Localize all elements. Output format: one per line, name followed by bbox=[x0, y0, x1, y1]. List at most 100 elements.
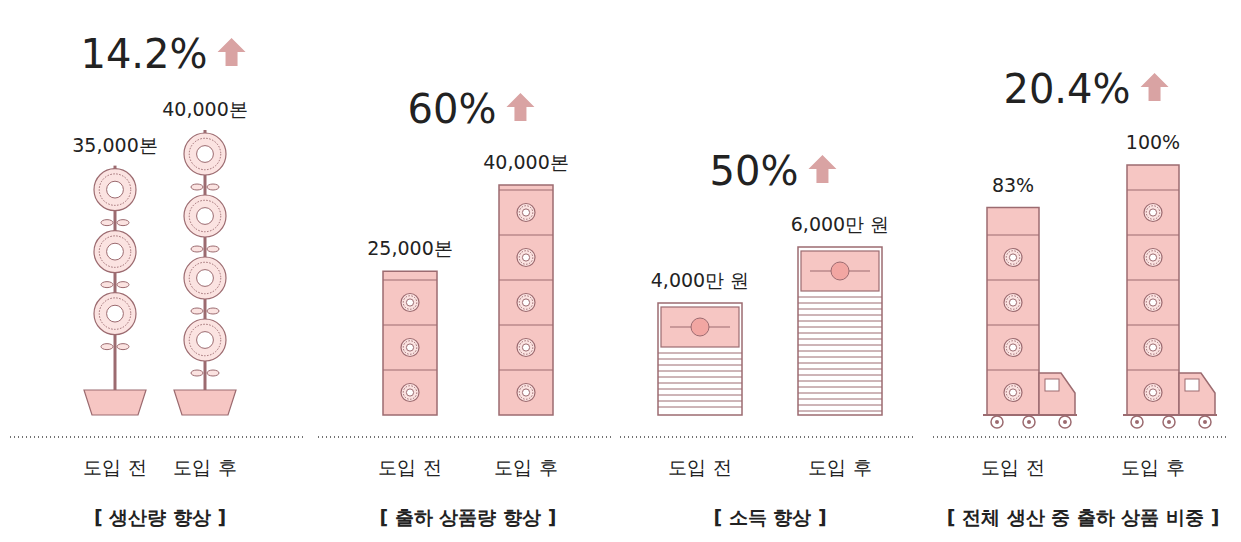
data-label: 40,000본 bbox=[483, 151, 568, 173]
flower-icon bbox=[1146, 341, 1160, 355]
panel: 25,000본도입 전40,000본도입 후[ 출하 상품량 향상 ]60% bbox=[318, 86, 613, 528]
data-label: 100% bbox=[1126, 131, 1180, 153]
category-label: 도입 전 bbox=[668, 456, 731, 478]
stack-line bbox=[658, 407, 742, 408]
flower-icon bbox=[403, 341, 417, 355]
stack-line bbox=[658, 401, 742, 402]
stack-line bbox=[798, 351, 882, 352]
bar bbox=[499, 185, 553, 415]
up-arrow bbox=[506, 93, 534, 121]
flower-icon bbox=[522, 254, 529, 261]
flower-icon bbox=[1004, 294, 1022, 312]
panel-title: [ 출하 상품량 향상 ] bbox=[380, 506, 557, 528]
flower-icon bbox=[1146, 386, 1160, 400]
leaf bbox=[207, 246, 219, 252]
divider bbox=[499, 189, 553, 190]
pot bbox=[174, 390, 236, 415]
flower-icon bbox=[1006, 296, 1020, 310]
bar bbox=[798, 247, 882, 415]
flower-icon bbox=[406, 389, 413, 396]
leaf bbox=[101, 344, 113, 350]
flower-icon bbox=[1006, 251, 1020, 265]
bill bbox=[661, 307, 739, 347]
flower-icon bbox=[94, 169, 136, 211]
stack-line bbox=[798, 309, 882, 310]
panel: 83%도입 전100%도입 후[ 전체 생산 중 출하 상품 비중 ]20.4% bbox=[933, 66, 1228, 528]
stack-line bbox=[798, 411, 882, 412]
flower-icon bbox=[184, 133, 226, 175]
truck-wheel bbox=[1163, 416, 1175, 428]
bar-group bbox=[383, 271, 437, 415]
flower-icon bbox=[517, 384, 535, 402]
divider bbox=[1127, 324, 1179, 325]
flower-icon bbox=[522, 299, 529, 306]
flower-icon bbox=[1149, 254, 1156, 261]
flower-icon bbox=[1004, 249, 1022, 267]
data-label: 35,000본 bbox=[72, 134, 157, 156]
stack-line bbox=[658, 353, 742, 354]
stack-line bbox=[798, 387, 882, 388]
divider bbox=[1127, 189, 1179, 190]
leaf bbox=[207, 308, 219, 314]
divider bbox=[383, 369, 437, 370]
bar-group bbox=[983, 208, 1077, 429]
truck-wheel bbox=[991, 416, 1003, 428]
flower-icon bbox=[1009, 344, 1016, 351]
flower-icon bbox=[517, 204, 535, 222]
flower-icon bbox=[1144, 294, 1162, 312]
leaf bbox=[191, 184, 203, 190]
flower-icon bbox=[1149, 389, 1156, 396]
category-label: 도입 후 bbox=[494, 456, 557, 478]
data-label: 83% bbox=[992, 174, 1034, 196]
divider bbox=[1127, 234, 1179, 235]
flower-icon bbox=[1146, 251, 1160, 265]
leaf bbox=[191, 246, 203, 252]
baseline bbox=[10, 436, 305, 438]
stack-line bbox=[658, 395, 742, 396]
category-label: 도입 후 bbox=[1121, 456, 1184, 478]
divider bbox=[1127, 279, 1179, 280]
leaf bbox=[117, 282, 129, 288]
stack-line bbox=[798, 345, 882, 346]
divider bbox=[499, 324, 553, 325]
stack-line bbox=[658, 389, 742, 390]
flower-icon bbox=[197, 332, 214, 349]
leaf bbox=[191, 370, 203, 376]
flower-icon bbox=[1009, 254, 1016, 261]
bar-group bbox=[84, 166, 146, 415]
leaf bbox=[207, 184, 219, 190]
stack-line bbox=[658, 377, 742, 378]
flower-icon bbox=[1144, 249, 1162, 267]
panel: 4,000만 원도입 전6,000만 원도입 후[ 소득 향상 ]50% bbox=[620, 148, 915, 528]
bar bbox=[1127, 165, 1179, 415]
category-label: 도입 후 bbox=[808, 456, 871, 478]
flower-icon bbox=[1009, 389, 1016, 396]
stack-line bbox=[798, 339, 882, 340]
flower-icon bbox=[189, 262, 221, 294]
change-annotation: 60% bbox=[408, 86, 497, 132]
bill bbox=[801, 251, 879, 291]
bar-group bbox=[798, 247, 882, 415]
divider bbox=[987, 234, 1039, 235]
flower-icon bbox=[519, 341, 533, 355]
bar bbox=[987, 208, 1039, 416]
up-arrow bbox=[1141, 73, 1169, 101]
flower-icon bbox=[519, 296, 533, 310]
stack-line bbox=[658, 359, 742, 360]
data-label: 6,000만 원 bbox=[791, 213, 889, 235]
flower-icon bbox=[1149, 299, 1156, 306]
leaf bbox=[101, 220, 113, 226]
stack-line bbox=[798, 321, 882, 322]
leaf bbox=[117, 220, 129, 226]
bar-group bbox=[1123, 165, 1217, 428]
pot bbox=[84, 390, 146, 415]
flower-icon bbox=[1149, 344, 1156, 351]
flower-icon bbox=[1146, 206, 1160, 220]
flower-icon bbox=[522, 344, 529, 351]
panel-title: [ 전체 생산 중 출하 상품 비중 ] bbox=[947, 506, 1220, 528]
flower-icon bbox=[519, 251, 533, 265]
stack-line bbox=[798, 369, 882, 370]
truck-wheel bbox=[1199, 416, 1211, 428]
truck-wheel bbox=[1135, 420, 1139, 424]
flower-icon bbox=[1144, 204, 1162, 222]
